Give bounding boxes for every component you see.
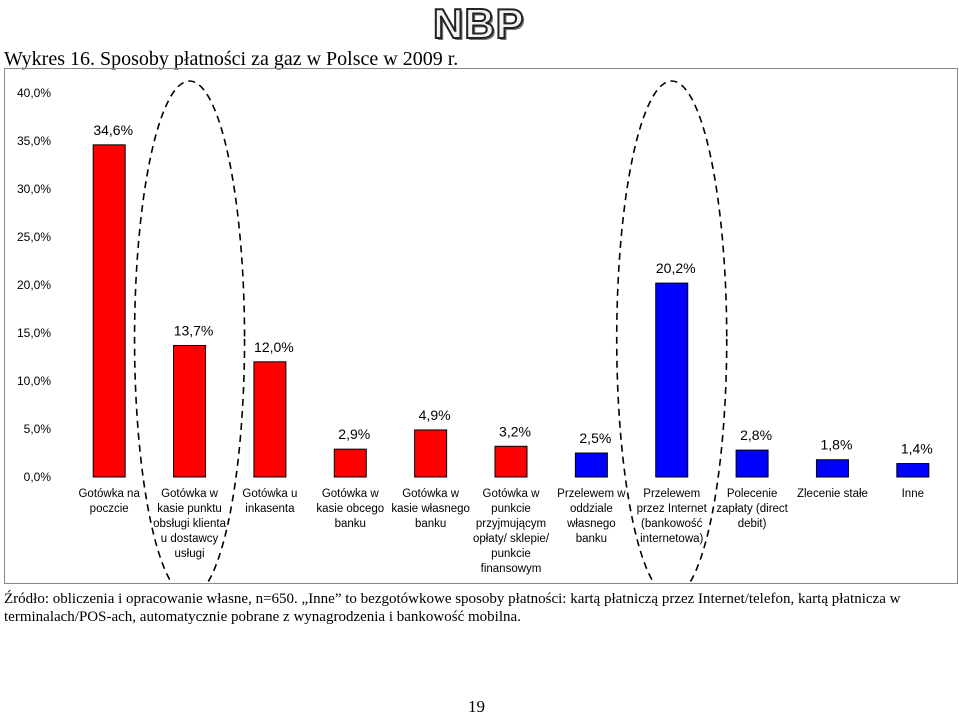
data-label: 13,7% — [174, 322, 214, 338]
x-tick-label: kasie obcego — [316, 503, 384, 515]
bar — [735, 449, 769, 478]
x-tick-label: punkcie — [491, 503, 531, 515]
bar — [414, 429, 448, 478]
x-tick-label: zapłaty (direct — [716, 503, 788, 515]
y-tick-label: 20,0% — [17, 278, 51, 292]
x-tick-label: oddziale — [570, 503, 613, 515]
x-tick-label: Przelewem — [643, 488, 700, 500]
x-tick-label: (bankowość — [641, 518, 703, 530]
y-tick-label: 40,0% — [17, 86, 51, 100]
x-tick-label: banku — [415, 518, 446, 530]
x-tick-label: debit) — [738, 518, 767, 530]
x-tick-label: finansowym — [481, 563, 542, 575]
source-note: Źródło: obliczenia i opracowanie własne,… — [4, 591, 901, 625]
x-tick-label: banku — [335, 518, 366, 530]
y-tick-label: 30,0% — [17, 182, 51, 196]
data-label: 4,9% — [419, 407, 451, 423]
bar — [494, 445, 528, 478]
data-label: 20,2% — [656, 260, 696, 276]
x-tick-label: internetowa) — [640, 533, 703, 545]
highlight-ellipse — [615, 80, 728, 583]
bar — [896, 463, 930, 478]
x-tick-label: banku — [576, 533, 607, 545]
x-tick-label: usługi — [175, 548, 205, 560]
x-tick-label: kasie własnego — [391, 503, 470, 515]
page-number: 19 — [468, 697, 485, 716]
bar — [333, 448, 367, 478]
nbp-logo: NBP — [432, 0, 525, 48]
chart-frame: 0,0% 5,0% 10,0% 15,0% 20,0% 25,0% 30,0% 35,0% 40… — [4, 68, 958, 584]
x-tick-label: punkcie — [491, 548, 531, 560]
y-tick-label: 25,0% — [17, 230, 51, 244]
bar — [815, 459, 849, 478]
x-tick-label: Gotówka na — [78, 488, 140, 500]
data-label: 2,5% — [579, 430, 611, 446]
bar — [173, 344, 207, 478]
x-tick-label: inkasenta — [245, 503, 295, 515]
bar — [574, 452, 608, 478]
x-tick-label: Inne — [902, 488, 924, 500]
x-tick-label: przez Internet — [637, 503, 708, 515]
x-tick-label: własnego — [566, 518, 616, 530]
x-tick-label: poczcie — [90, 503, 129, 515]
x-tick-label: przyjmującym — [476, 518, 546, 530]
x-tick-label: Gotówka w — [322, 488, 380, 500]
page-title: Wykres 16. Sposoby płatności za gaz w Po… — [4, 48, 459, 70]
data-label: 1,8% — [820, 437, 852, 453]
y-tick-label: 15,0% — [17, 326, 51, 340]
x-tick-label: Polecenie — [727, 488, 778, 500]
x-tick-label: Gotówka u — [242, 488, 297, 500]
bar — [253, 361, 287, 478]
y-tick-label: 35,0% — [17, 134, 51, 148]
y-tick-label: 0,0% — [24, 470, 52, 484]
x-tick-label: Przelewem w — [557, 488, 626, 500]
data-label: 3,2% — [499, 423, 531, 439]
data-label: 34,6% — [93, 122, 133, 138]
bar — [655, 282, 689, 478]
x-tick-label: Gotówka w — [161, 488, 219, 500]
highlight-ellipse — [133, 80, 246, 583]
data-label: 12,0% — [254, 339, 294, 355]
x-tick-label: obsługi klienta — [153, 518, 226, 530]
data-label: 1,4% — [901, 441, 933, 457]
data-label: 2,8% — [740, 427, 772, 443]
x-tick-label: Gotówka w — [483, 488, 541, 500]
x-tick-label: u dostawcy — [161, 533, 219, 545]
y-tick-label: 10,0% — [17, 374, 51, 388]
y-tick-label: 5,0% — [24, 422, 52, 436]
bar — [92, 144, 126, 478]
x-tick-label: kasie punktu — [157, 503, 222, 515]
x-tick-label: Gotówka w — [402, 488, 460, 500]
bar-chart: 0,0% 5,0% 10,0% 15,0% 20,0% 25,0% 30,0% 35,0% 40… — [17, 80, 933, 583]
data-label: 2,9% — [338, 426, 370, 442]
x-tick-label: Zlecenie stałe — [797, 488, 868, 500]
x-tick-label: opłaty/ sklepie/ — [473, 533, 550, 545]
